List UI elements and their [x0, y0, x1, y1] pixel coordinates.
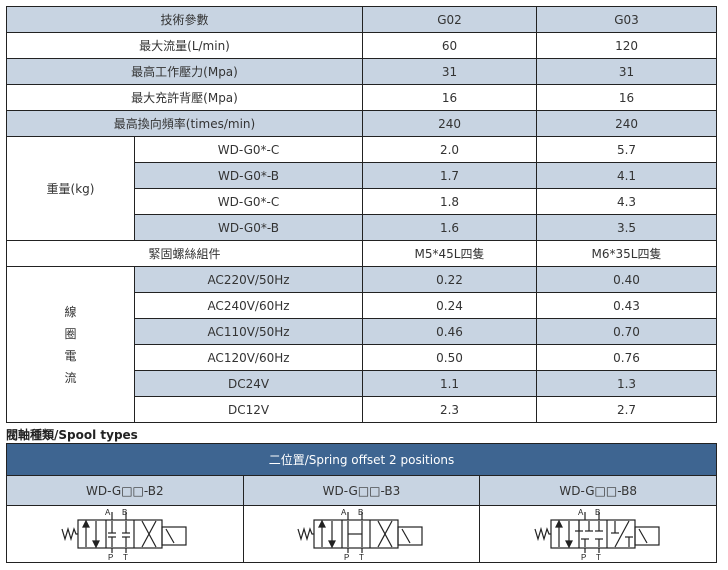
spool-type-b3: WD-G□□-B3	[242, 475, 481, 506]
cell: 1.3	[536, 370, 718, 397]
coil-char: 圈	[64, 326, 77, 341]
cell: 31	[362, 58, 538, 85]
svg-text:P: P	[581, 553, 586, 561]
cell: 4.3	[536, 188, 718, 215]
table-row: 線圈電流 AC220V/50Hz 0.22 0.40	[6, 266, 718, 423]
cell: AC240V/60Hz	[133, 292, 364, 319]
coil-char: 線	[64, 304, 77, 319]
cell: 16	[362, 84, 538, 111]
spool-table: 二位置/Spring offset 2 positions WD-G□□-B2 W…	[6, 443, 717, 563]
cell: WD-G0*-C	[133, 136, 364, 163]
cell: 4.1	[536, 162, 718, 189]
cell: 240	[536, 110, 718, 137]
svg-text:B: B	[595, 508, 600, 517]
svg-text:T: T	[123, 553, 128, 561]
cell: 0.50	[362, 344, 538, 371]
row-label: 最高工作壓力(Mpa)	[5, 58, 364, 85]
row-label: 最高換向頻率(times/min)	[5, 110, 364, 137]
table-header-row: 技術參數 G02 G03	[5, 6, 718, 33]
svg-text:A: A	[341, 508, 347, 517]
table-row: 最大充許背壓(Mpa) 16 16	[5, 84, 718, 111]
table-row: 最高換向頻率(times/min) 240 240	[5, 110, 718, 137]
valve-symbol-b8: A B P T	[479, 505, 717, 563]
cell: DC12V	[133, 396, 364, 423]
cell: AC120V/60Hz	[133, 344, 364, 371]
cell: WD-G0*-B	[133, 162, 364, 189]
cell: 2.7	[536, 396, 718, 423]
svg-text:A: A	[578, 508, 584, 517]
svg-text:T: T	[359, 553, 364, 561]
cell: 0.76	[536, 344, 718, 371]
spool-type-b2: WD-G□□-B2	[6, 475, 244, 506]
spec-table: 技術參數 G02 G03 最大流量(L/min) 60 120 最高工作壓力(Mpa) 3…	[5, 6, 718, 423]
spool-type-b8: WD-G□□-B8	[479, 475, 717, 506]
cell: DC24V	[133, 370, 364, 397]
coil-char: 電	[64, 348, 77, 363]
cell: 0.22	[362, 266, 538, 293]
cell: 2.3	[362, 396, 538, 423]
cell: 16	[536, 84, 718, 111]
row-label: 緊固螺絲組件	[5, 240, 364, 267]
header-g03: G03	[536, 6, 718, 33]
svg-text:P: P	[344, 553, 349, 561]
svg-text:B: B	[358, 508, 363, 517]
cell: WD-G0*-B	[133, 214, 364, 241]
cell: 5.7	[536, 136, 718, 163]
svg-text:T: T	[596, 553, 601, 561]
table-row: 重量(kg) WD-G0*-C 2.0 5.7	[6, 136, 718, 241]
table-row: DC12V 2.3 2.7	[7, 396, 718, 423]
table-row: 緊固螺絲組件 M5*45L四隻 M6*35L四隻	[5, 240, 718, 267]
valve-symbol-b2: A B P T	[6, 505, 244, 563]
cell: 240	[362, 110, 538, 137]
table-row: WD-G0*-B 1.7 4.1	[6, 162, 718, 189]
row-label: 最大流量(L/min)	[5, 32, 364, 59]
spool-header: 二位置/Spring offset 2 positions	[6, 443, 717, 476]
cell: 1.7	[362, 162, 538, 189]
table-row: AC240V/60Hz 0.24 0.43	[7, 292, 718, 319]
cell: AC220V/50Hz	[133, 266, 364, 293]
weight-label: 重量(kg)	[6, 136, 135, 241]
cell: 0.70	[536, 318, 718, 345]
cell: WD-G0*-C	[133, 188, 364, 215]
cell: 0.40	[536, 266, 718, 293]
cell: AC110V/50Hz	[133, 318, 364, 345]
table-row: 最高工作壓力(Mpa) 31 31	[5, 58, 718, 85]
cell: 120	[536, 32, 718, 59]
coil-label: 線圈電流	[6, 266, 135, 423]
valve-symbol-b3: A B P T	[242, 505, 481, 563]
cell: M6*35L四隻	[536, 240, 718, 267]
spool-types-title: 閥軸種類/Spool types	[6, 428, 138, 442]
header-g02: G02	[362, 6, 538, 33]
cell: 0.24	[362, 292, 538, 319]
cell: 1.1	[362, 370, 538, 397]
header-param: 技術參數	[5, 6, 364, 33]
valve-symbol-icon: A B P T	[61, 508, 187, 561]
svg-text:A: A	[105, 508, 111, 517]
valve-symbol-icon: A B P T	[297, 508, 424, 561]
cell: 0.43	[536, 292, 718, 319]
cell: 1.6	[362, 214, 538, 241]
cell: 60	[362, 32, 538, 59]
svg-text:B: B	[122, 508, 127, 517]
svg-text:P: P	[108, 553, 113, 561]
table-row: 最大流量(L/min) 60 120	[5, 32, 718, 59]
row-label: 最大充許背壓(Mpa)	[5, 84, 364, 111]
table-row: AC120V/60Hz 0.50 0.76	[7, 344, 718, 371]
coil-char: 流	[64, 370, 77, 385]
cell: 31	[536, 58, 718, 85]
cell: 0.46	[362, 318, 538, 345]
cell: M5*45L四隻	[362, 240, 538, 267]
cell: 3.5	[536, 214, 718, 241]
valve-symbol-icon: A B P T	[534, 508, 660, 561]
cell: 1.8	[362, 188, 538, 215]
cell: 2.0	[362, 136, 538, 163]
table-row: DC24V 1.1 1.3	[6, 370, 718, 397]
